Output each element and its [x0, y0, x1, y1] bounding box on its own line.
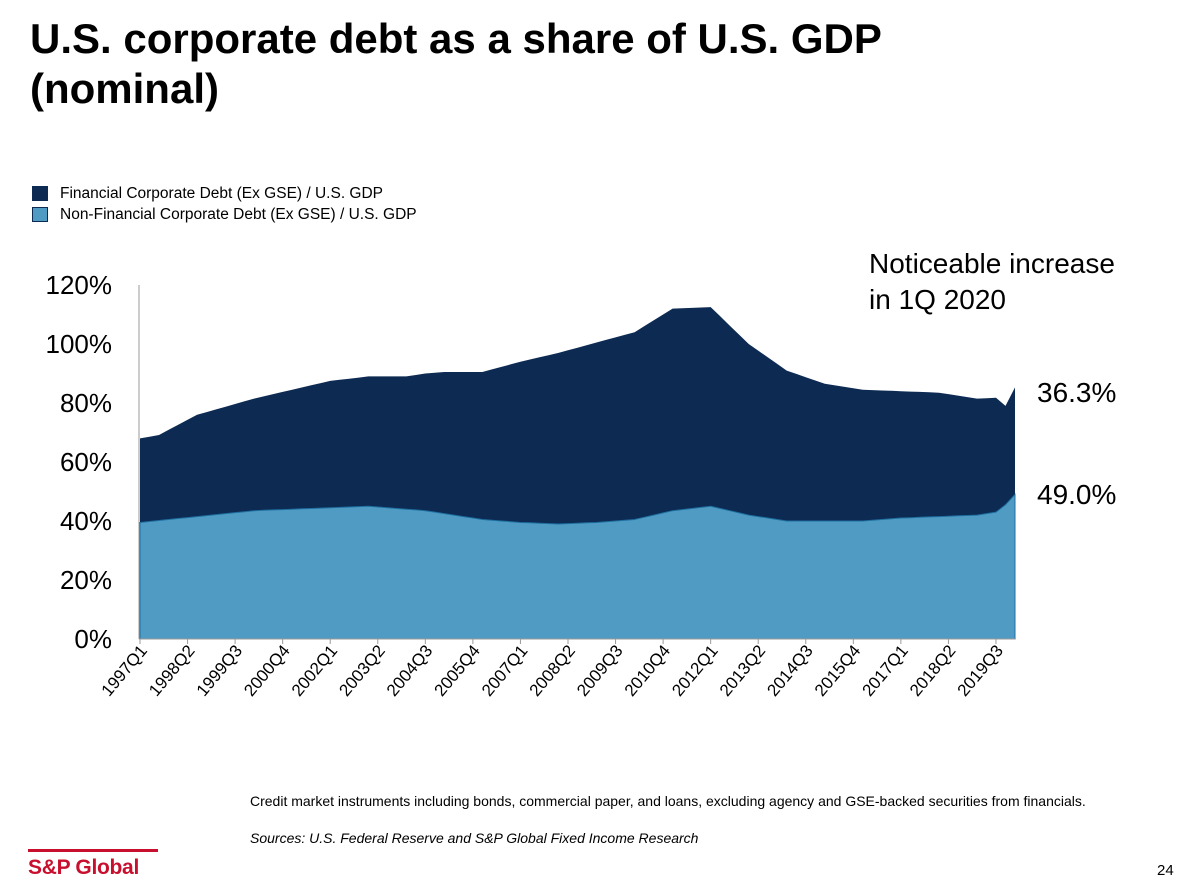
legend-item-nonfinancial: Non-Financial Corporate Debt (Ex GSE) / …: [32, 204, 417, 225]
x-tick-label: 2000Q4: [240, 641, 293, 700]
y-tick-label: 120%: [46, 270, 113, 300]
legend-item-financial: Financial Corporate Debt (Ex GSE) / U.S.…: [32, 183, 417, 204]
x-tick-label: 2010Q4: [621, 641, 674, 700]
chart-legend: Financial Corporate Debt (Ex GSE) / U.S.…: [32, 183, 417, 225]
legend-swatch-financial: [32, 186, 48, 201]
x-tick-label: 2017Q1: [858, 641, 911, 700]
x-tick-label: 2014Q3: [763, 641, 816, 700]
x-tick-label: 1998Q2: [145, 641, 198, 700]
nonfinancial-area: [139, 493, 1016, 640]
x-tick-label: 2018Q2: [906, 641, 959, 700]
x-tick-label: 2009Q3: [573, 641, 626, 700]
legend-label-financial: Financial Corporate Debt (Ex GSE) / U.S.…: [60, 185, 384, 202]
x-tick-label: 2002Q1: [288, 641, 341, 700]
title-line-1: U.S. corporate debt as a share of U.S. G…: [30, 15, 882, 62]
page-title: U.S. corporate debt as a share of U.S. G…: [30, 14, 1030, 114]
x-tick-label: 2019Q3: [954, 641, 1007, 700]
x-tick-label: 2005Q4: [431, 641, 484, 700]
page-number: 24: [1157, 862, 1174, 879]
y-tick-label: 60%: [60, 447, 112, 477]
legend-label-nonfinancial: Non-Financial Corporate Debt (Ex GSE) / …: [60, 206, 417, 223]
y-tick-label: 40%: [60, 506, 112, 536]
y-tick-label: 20%: [60, 565, 112, 595]
x-tick-label: 2008Q2: [526, 641, 579, 700]
x-tick-label: 2007Q1: [478, 641, 531, 700]
x-tick-label: 2012Q1: [668, 641, 721, 700]
x-tick-label: 2003Q2: [335, 641, 388, 700]
annotation-noticeable-increase: Noticeable increase in 1Q 2020: [869, 246, 1115, 318]
nonfinancial-last-value-label: 49.0%: [1037, 479, 1117, 510]
sp-global-logo: S&P Global: [28, 849, 158, 880]
x-tick-label: 2013Q2: [716, 641, 769, 700]
legend-swatch-nonfinancial: [32, 207, 48, 222]
financial-last-value-label: 36.3%: [1037, 377, 1117, 408]
y-tick-label: 100%: [46, 329, 113, 359]
y-tick-label: 80%: [60, 388, 112, 418]
x-tick-label: 2004Q3: [383, 641, 436, 700]
x-tick-label: 2015Q4: [811, 641, 864, 700]
footnote: Credit market instruments including bond…: [250, 793, 1086, 809]
x-tick-label: 1999Q3: [193, 641, 246, 700]
title-line-2: (nominal): [30, 65, 219, 112]
sources-note: Sources: U.S. Federal Reserve and S&P Gl…: [250, 830, 699, 846]
y-tick-label: 0%: [74, 624, 112, 654]
annotation-line-1: Noticeable increase: [869, 248, 1115, 279]
financial-area: [140, 307, 1015, 524]
annotation-line-2: in 1Q 2020: [869, 284, 1006, 315]
